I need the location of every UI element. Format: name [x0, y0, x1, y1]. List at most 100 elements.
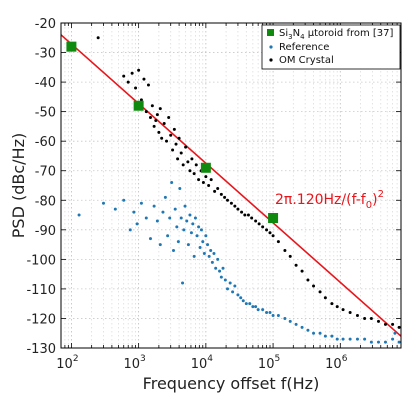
om-crystal-point	[197, 178, 201, 182]
reference-point	[233, 284, 237, 288]
om-crystal-point	[142, 77, 146, 81]
y-tick-label: -90	[35, 224, 56, 239]
y-tick-label: -60	[35, 135, 56, 150]
om-crystal-point	[207, 184, 211, 187]
reference-point	[171, 249, 175, 252]
reference-point	[355, 337, 359, 341]
om-crystal-point	[174, 142, 178, 146]
reference-point	[312, 331, 316, 335]
fit-line	[60, 34, 402, 337]
y-tick-label: -80	[35, 194, 56, 209]
reference-point	[335, 337, 339, 341]
om-crystal-point	[223, 195, 227, 199]
reference-point	[181, 281, 185, 285]
reference-point	[144, 216, 148, 220]
legend-label-om-crystal: OM Crystal	[279, 55, 334, 66]
reference-point	[163, 195, 167, 199]
reference-point	[122, 198, 126, 202]
reference-point	[183, 204, 187, 208]
reference-point	[101, 201, 105, 205]
om-crystal-point	[179, 151, 183, 155]
reference-point	[173, 207, 177, 211]
om-crystal-point	[246, 213, 250, 217]
x-tick-label: 102	[56, 354, 78, 372]
legend-label-reference: Reference	[279, 42, 329, 53]
reference-point	[77, 213, 81, 217]
reference-point	[221, 266, 225, 270]
reference-point	[228, 281, 232, 285]
om-crystal-point	[137, 68, 141, 72]
reference-point	[191, 222, 195, 226]
om-crystal-point	[233, 204, 237, 208]
reference-point	[179, 216, 183, 220]
y-tick-label: -100	[26, 253, 56, 268]
reference-point	[176, 240, 180, 244]
si3n4-point	[66, 41, 77, 52]
reference-point	[226, 287, 230, 291]
reference-point	[182, 228, 186, 232]
reference-point	[231, 290, 235, 294]
reference-point	[168, 216, 172, 220]
om-crystal-point	[318, 290, 322, 294]
reference-point	[223, 278, 227, 282]
legend: Si3N4 μtoroid from [37] Reference OM Cry…	[261, 24, 401, 70]
legend-box	[261, 24, 401, 70]
reference-point	[135, 222, 139, 226]
reference-point	[202, 251, 206, 255]
om-crystal-point	[229, 201, 233, 205]
om-crystal-point	[257, 222, 261, 226]
om-crystal-point	[243, 213, 247, 217]
om-crystal-point	[177, 136, 181, 140]
reference-point	[341, 337, 345, 341]
om-crystal-point	[152, 124, 156, 128]
om-crystal-point	[397, 325, 401, 329]
om-crystal-point	[150, 104, 154, 108]
om-crystal-point	[213, 189, 217, 193]
reference-point	[192, 254, 196, 258]
om-crystal-point	[201, 181, 205, 185]
reference-point	[256, 308, 260, 312]
y-tick-label: -70	[35, 165, 56, 180]
om-crystal-point	[172, 127, 176, 131]
reference-point	[391, 337, 395, 341]
om-crystal-point	[300, 269, 304, 273]
fit-line-group	[60, 34, 402, 337]
reference-point	[155, 219, 159, 223]
om-crystal-series	[96, 36, 401, 329]
reference-point	[300, 325, 304, 329]
reference-point	[166, 234, 170, 238]
om-crystal-point	[192, 172, 196, 176]
om-crystal-point	[176, 157, 180, 161]
reference-point	[219, 275, 223, 279]
reference-point	[241, 299, 245, 303]
reference-point	[189, 231, 193, 235]
om-crystal-point	[226, 198, 230, 202]
legend-label-si3n4: Si3N4 μtoroid from [37]	[279, 28, 394, 41]
reference-point	[195, 234, 199, 238]
reference-point	[178, 186, 182, 190]
fit-line-label: 2π.120Hz/(f-f0)2	[275, 189, 384, 211]
reference-point	[113, 207, 117, 211]
reference-point	[383, 340, 387, 344]
om-crystal-point	[209, 178, 213, 182]
reference-point	[393, 331, 397, 335]
om-crystal-point	[144, 110, 148, 114]
reference-point	[271, 314, 275, 317]
om-crystal-point	[158, 107, 162, 111]
om-crystal-point	[194, 163, 198, 167]
reference-point	[210, 260, 214, 264]
reference-point	[268, 311, 272, 315]
om-crystal-point	[160, 136, 164, 140]
reference-point	[369, 340, 373, 344]
y-tick-label: -120	[26, 312, 56, 327]
x-tick-label: 104	[191, 354, 214, 372]
om-crystal-point	[190, 157, 194, 161]
om-crystal-point	[250, 216, 254, 220]
om-crystal-point	[169, 133, 173, 137]
reference-point	[148, 237, 152, 241]
y-tick-label: -130	[26, 342, 56, 357]
om-crystal-point	[216, 186, 220, 190]
reference-point	[214, 266, 218, 270]
om-crystal-point	[165, 139, 169, 143]
